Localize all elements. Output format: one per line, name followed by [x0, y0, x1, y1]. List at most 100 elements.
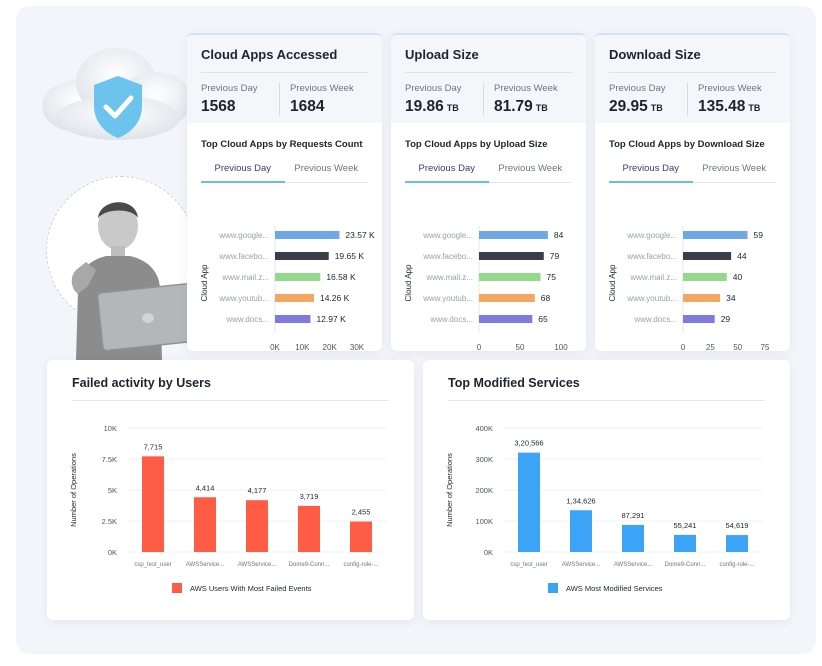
card-title: Cloud Apps Accessed: [201, 47, 338, 62]
data-label: 12.97 K: [316, 314, 346, 324]
data-label: 2,455: [352, 508, 371, 517]
data-label: 3,20,566: [514, 439, 543, 448]
data-label: 14.26 K: [320, 293, 350, 303]
tick-label: 5K: [108, 486, 117, 495]
stat-previous-week: Previous Week 135.48 TB: [687, 83, 776, 116]
legend-swatch: [548, 583, 558, 593]
tick-label: www.docs...: [225, 315, 269, 324]
data-label: 3,719: [300, 492, 319, 501]
data-label: 4,177: [248, 486, 267, 495]
card-failed-activity: Failed activity by Users 0K 2.5K 5K 7.5K 10K…: [47, 360, 414, 620]
tick-label: AWSService...: [614, 562, 653, 568]
requests-count-chart: www.google... 23.57 K www.facebo... 19.65 K…: [200, 225, 375, 351]
stat-unit: TB: [535, 103, 548, 113]
bar: [479, 231, 548, 239]
cloud-icon: [42, 48, 192, 140]
bar: [275, 252, 329, 260]
tick-label: www.facebo...: [218, 252, 269, 261]
data-label: 34: [726, 293, 736, 303]
bar: [479, 294, 535, 302]
stat-value: 19.86: [405, 98, 444, 115]
bar: [683, 252, 732, 260]
tab-previous-week[interactable]: Previous Week: [702, 163, 767, 174]
axis-label: Cloud App: [608, 264, 617, 301]
tick-label: www.google...: [218, 231, 269, 240]
bar: [683, 231, 748, 239]
card-cloud-apps-accessed: Cloud Apps Accessed Previous Day 1568 Pr…: [187, 33, 382, 351]
legend-label: AWS Users With Most Failed Events: [190, 584, 312, 593]
data-label: 40: [733, 272, 743, 282]
tick-label: config-role-...: [343, 562, 378, 568]
tick-label: AWSService...: [238, 562, 277, 568]
failed-activity-chart: 0K 2.5K 5K 7.5K 10K 7,715 csp_test_user 4,414 AW…: [69, 424, 387, 593]
bar: [142, 456, 164, 552]
tick-label: 7.5K: [102, 455, 117, 464]
bar: [275, 294, 314, 302]
data-label: 16.58 K: [326, 272, 356, 282]
bar: [275, 231, 340, 239]
chart-subtitle: Top Cloud Apps by Upload Size: [405, 139, 548, 150]
tick-label: www.google...: [422, 231, 473, 240]
chart-subtitle: Top Cloud Apps by Requests Count: [201, 139, 363, 150]
card-title: Upload Size: [405, 47, 479, 62]
chart-subtitle: Top Cloud Apps by Download Size: [609, 139, 765, 150]
tick-label: www.facebo...: [422, 252, 473, 261]
period-tabs: Previous Day Previous Week: [405, 163, 572, 183]
tick-label: www.mail.z...: [425, 273, 473, 282]
tick-label: 300K: [475, 455, 493, 464]
stat-previous-day: Previous Day 29.95 TB: [609, 83, 666, 115]
tab-previous-week[interactable]: Previous Week: [498, 163, 563, 174]
tick-label: 0: [681, 343, 686, 351]
data-label: 65: [538, 314, 548, 324]
tick-label: www.docs...: [429, 315, 473, 324]
tick-label: www.youtub...: [218, 294, 269, 303]
data-label: 75: [547, 272, 557, 282]
tick-label: 25: [706, 343, 715, 351]
axis-label: Number of Operations: [445, 453, 454, 527]
bar: [622, 524, 644, 552]
tick-label: 0K: [484, 548, 493, 557]
bar: [570, 510, 592, 552]
tick-label: 30K: [350, 343, 365, 351]
card-upload-size: Upload Size Previous Day 19.86 TB Previou…: [391, 33, 586, 351]
upload-size-chart: www.google... 84 www.facebo... 79 www.mail.z…: [404, 225, 568, 351]
tick-label: 0K: [108, 548, 117, 557]
tick-label: csp_test_user: [134, 562, 171, 568]
axis-label: Cloud App: [200, 264, 209, 301]
data-label: 7,715: [144, 442, 163, 451]
card-title: Failed activity by Users: [72, 376, 211, 390]
tab-previous-day[interactable]: Previous Day: [609, 163, 693, 183]
tick-label: csp_test_user: [510, 562, 547, 568]
bar: [298, 505, 320, 552]
tick-label: Dome9-Conn...: [665, 562, 706, 568]
tab-previous-day[interactable]: Previous Day: [201, 163, 285, 183]
period-tabs: Previous Day Previous Week: [201, 163, 368, 183]
data-label: 29: [721, 314, 731, 324]
tick-label: 400K: [475, 424, 493, 433]
stat-previous-week: Previous Week 1684: [279, 83, 368, 116]
data-label: 44: [737, 251, 747, 261]
card-top-modified-services: Top Modified Services 0K 100K 200K 300K 400K…: [423, 360, 790, 620]
tick-label: 0K: [270, 343, 280, 351]
shield-check-icon: [94, 76, 142, 138]
card-title: Top Modified Services: [448, 376, 580, 390]
card-download-size: Download Size Previous Day 29.95 TB Previ…: [595, 33, 790, 351]
tick-label: 50: [733, 343, 742, 351]
data-label: 4,414: [196, 483, 215, 492]
tab-previous-week[interactable]: Previous Week: [294, 163, 359, 174]
data-label: 79: [550, 251, 560, 261]
stat-value: 135.48: [698, 98, 746, 115]
stat-value: 81.79: [494, 98, 533, 115]
stat-unit: TB: [446, 103, 459, 113]
axis-label: Cloud App: [404, 264, 413, 301]
axis-label: Number of Operations: [69, 453, 78, 527]
period-tabs: Previous Day Previous Week: [609, 163, 776, 183]
data-label: 1,34,626: [566, 496, 595, 505]
bar: [275, 273, 321, 281]
tick-label: 20K: [323, 343, 338, 351]
bar: [674, 534, 696, 552]
bar: [246, 500, 268, 552]
data-label: 59: [754, 230, 764, 240]
tick-label: www.google...: [626, 231, 677, 240]
tab-previous-day[interactable]: Previous Day: [405, 163, 489, 183]
